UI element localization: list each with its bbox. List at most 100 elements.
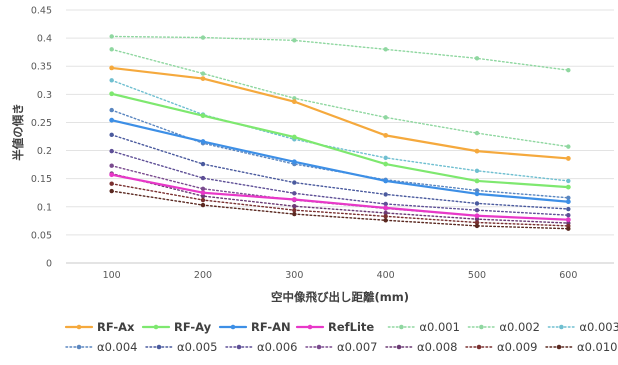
legend-item: α0.001: [387, 320, 460, 334]
data-point: [109, 65, 115, 71]
series-reflite: [109, 172, 571, 223]
data-point: [474, 201, 480, 206]
y-tick-label: 0.15: [31, 174, 52, 185]
data-point: [474, 130, 480, 136]
data-point: [566, 67, 571, 73]
legend-item: α0.007: [305, 340, 378, 354]
y-tick-label: 0: [46, 259, 52, 270]
data-point: [474, 220, 480, 225]
data-point: [566, 144, 571, 149]
data-point: [383, 210, 388, 216]
data-point: [109, 107, 114, 113]
series-line: [110, 66, 570, 160]
data-point: [109, 163, 114, 168]
legend-label: α0.007: [337, 340, 378, 354]
legend-marker: [479, 324, 484, 330]
legend-marker: [556, 344, 562, 350]
series-line: [110, 79, 570, 182]
data-point: [474, 213, 480, 219]
data-point: [292, 96, 297, 101]
data-point: [474, 148, 480, 154]
legend-label: α0.010: [577, 340, 618, 354]
data-point: [200, 190, 206, 196]
x-tick-label: 600: [559, 270, 577, 281]
series--0-005: [109, 132, 571, 212]
data-point: [383, 218, 388, 223]
series-line: [110, 150, 570, 216]
series-line: [110, 134, 570, 210]
series--0-010: [109, 188, 571, 231]
gridlines: [66, 9, 614, 264]
y-tick-label: 0.05: [31, 230, 52, 241]
legend-label: α0.005: [177, 340, 218, 354]
data-point: [109, 47, 114, 52]
legend-label: RF-AN: [251, 320, 291, 334]
series-line: [110, 92, 570, 189]
y-tick-label: 0.3: [37, 90, 52, 101]
legend-marker: [236, 344, 242, 350]
legend-label: RF-Ax: [97, 320, 135, 334]
data-point: [474, 56, 480, 61]
series-line: [110, 190, 570, 230]
legend-marker: [476, 344, 482, 350]
legend-item: α0.003: [547, 320, 618, 334]
series-layer: [109, 34, 571, 231]
legend-marker: [230, 324, 236, 330]
data-point: [200, 175, 206, 181]
data-point: [292, 191, 297, 196]
data-point: [109, 188, 114, 194]
data-point: [109, 78, 114, 83]
data-point: [200, 113, 206, 119]
data-point: [200, 71, 206, 76]
y-tick-label: 0.25: [31, 118, 52, 129]
data-point: [566, 206, 571, 212]
x-tick-label: 500: [468, 270, 486, 281]
data-point: [200, 139, 206, 144]
data-point: [291, 99, 297, 105]
legend-item: α0.005: [145, 340, 218, 354]
legend-item: RF-AN: [218, 320, 291, 334]
series-line: [110, 48, 570, 148]
data-point: [383, 47, 388, 52]
legend-item: RF-Ay: [141, 320, 212, 334]
data-point: [109, 34, 114, 39]
x-tick-label: 400: [377, 270, 395, 281]
legend: RF-Ax RF-Ay RF-AN RefLite α0.001 α0.002 α0.003…: [64, 320, 618, 354]
legend-item: RefLite: [295, 320, 374, 334]
series--0-001: [109, 34, 571, 73]
legend-item: α0.002: [467, 320, 540, 334]
data-point: [383, 205, 389, 211]
data-point: [474, 207, 480, 213]
data-point: [292, 211, 297, 217]
y-tick-label: 0.2: [37, 146, 52, 157]
data-point: [291, 197, 297, 202]
data-point: [474, 216, 480, 222]
legend-marker: [396, 344, 402, 350]
data-point: [200, 197, 206, 203]
data-point: [383, 132, 389, 138]
data-point: [383, 115, 388, 120]
y-tick-label: 0.1: [37, 202, 52, 213]
data-point: [200, 35, 206, 40]
data-point: [383, 192, 388, 197]
x-axis-title: 空中像飛び出し距離(mm): [271, 290, 409, 304]
series-line: [110, 183, 570, 227]
legend-label: α0.003: [579, 320, 618, 334]
legend-item: α0.004: [65, 340, 138, 354]
series--0-006: [109, 148, 571, 218]
data-point: [565, 217, 571, 223]
legend-label: α0.006: [257, 340, 298, 354]
data-point: [474, 191, 480, 197]
y-tick-label: 0.35: [31, 62, 52, 73]
legend-marker: [316, 344, 322, 350]
data-point: [565, 199, 571, 205]
data-point: [109, 181, 114, 186]
legend-marker: [307, 324, 313, 330]
data-point: [200, 161, 206, 167]
legend-label: α0.002: [499, 320, 540, 334]
data-point: [383, 155, 388, 161]
series-line: [110, 173, 570, 221]
series-rf-an: [109, 117, 571, 205]
legend-label: RF-Ay: [174, 320, 212, 334]
